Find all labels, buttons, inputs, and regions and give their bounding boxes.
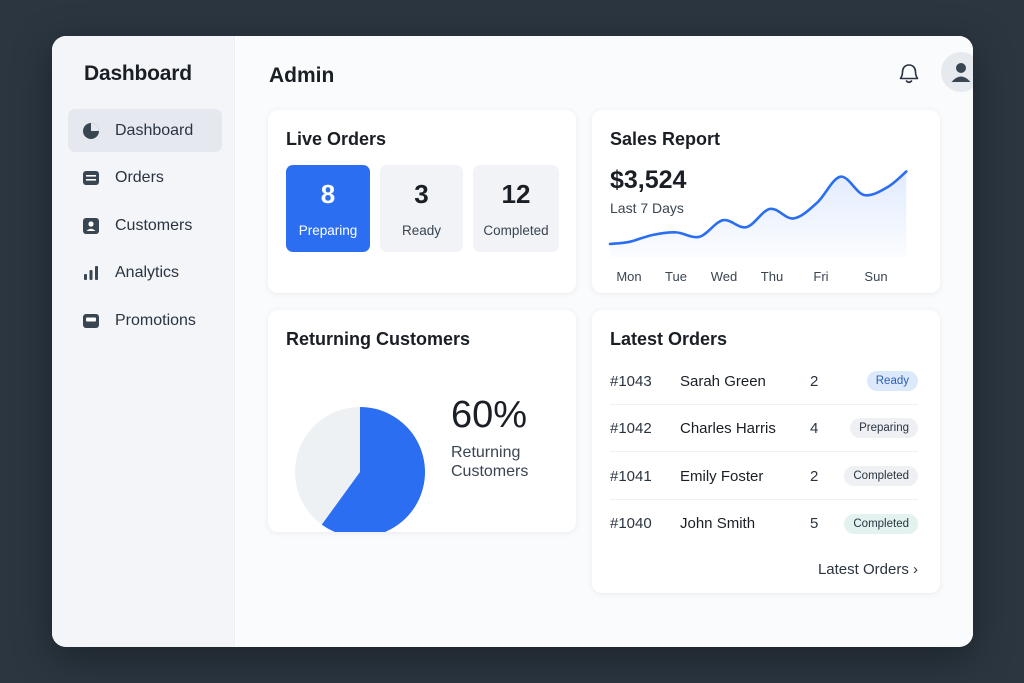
sales-report-card: Sales Report $3,524 Last 7 Days Mon Tue We… bbox=[592, 110, 940, 293]
tile-label: Completed bbox=[483, 223, 549, 238]
sidebar-item-label: Analytics bbox=[115, 264, 180, 281]
table-row[interactable]: #1042 Charles Harris 4 Preparing bbox=[610, 405, 918, 452]
x-tick-label: Fri bbox=[813, 269, 828, 284]
sales-period: Last 7 Days bbox=[610, 200, 684, 216]
card-title: Returning Customers bbox=[286, 329, 471, 349]
tile-completed[interactable]: 12 Completed bbox=[473, 165, 559, 252]
x-tick-label: Wed bbox=[711, 269, 738, 284]
order-qty: 2 bbox=[810, 372, 819, 390]
tile-count: 3 bbox=[414, 179, 429, 209]
live-orders-card: Live Orders 8 Preparing 3 Ready 12 Compl… bbox=[268, 110, 576, 293]
status-badge: Preparing bbox=[850, 418, 918, 438]
table-row[interactable]: #1041 Emily Foster 2 Completed bbox=[610, 453, 918, 500]
tag-icon bbox=[82, 312, 100, 330]
list-icon bbox=[82, 169, 100, 187]
table-row[interactable]: #1043 Sarah Green 2 Ready bbox=[610, 358, 918, 405]
returning-customers-card: Returning Customers 60% Returning Custom… bbox=[268, 310, 576, 532]
pie-slice-returning bbox=[321, 407, 425, 532]
sidebar-nav: Dashboard Orders Customers Analytics bbox=[68, 109, 222, 347]
sales-amount: $3,524 bbox=[610, 166, 687, 194]
tile-preparing[interactable]: 8 Preparing bbox=[286, 165, 370, 252]
brand-title: Dashboard bbox=[84, 62, 192, 85]
customer-name: Emily Foster bbox=[680, 467, 764, 485]
tile-label: Preparing bbox=[298, 223, 358, 238]
tile-count: 8 bbox=[320, 179, 336, 209]
x-tick-label: Sun bbox=[864, 269, 887, 284]
sales-area-fill bbox=[610, 171, 907, 257]
latest-orders-card: Latest Orders #1043 Sarah Green 2 Ready … bbox=[592, 310, 940, 593]
app-window: Dashboard Dashboard Orders Customers bbox=[52, 36, 973, 647]
bar-chart-icon bbox=[82, 264, 100, 282]
person-card-icon bbox=[82, 217, 100, 235]
card-title: Live Orders bbox=[286, 129, 387, 149]
sidebar-item-label: Dashboard bbox=[115, 121, 194, 139]
status-badge: Ready bbox=[866, 371, 918, 391]
customer-name: John Smith bbox=[680, 515, 756, 532]
sidebar-item-label: Orders bbox=[115, 169, 164, 186]
sidebar-item-analytics[interactable]: Analytics bbox=[68, 252, 222, 295]
sidebar-item-label: Customers bbox=[115, 216, 193, 234]
sales-series-line bbox=[608, 170, 908, 246]
order-id: #1043 bbox=[610, 372, 652, 390]
tile-count: 12 bbox=[501, 179, 531, 209]
user-avatar-icon[interactable] bbox=[941, 52, 973, 92]
order-qty: 4 bbox=[810, 419, 819, 437]
sidebar-item-orders[interactable]: Orders bbox=[68, 157, 222, 200]
bell-icon[interactable] bbox=[898, 62, 920, 86]
order-qty: 2 bbox=[810, 467, 819, 485]
returning-pie-chart bbox=[295, 407, 425, 532]
customer-name: Charles Harris bbox=[680, 419, 776, 437]
order-id: #1041 bbox=[610, 467, 652, 485]
pie-chart-icon bbox=[82, 122, 100, 140]
table-row[interactable]: #1040 John Smith 5 Completed bbox=[610, 500, 918, 547]
status-badge: Completed bbox=[844, 466, 918, 486]
x-tick-label: Thu bbox=[761, 269, 783, 284]
card-title: Latest Orders bbox=[610, 329, 728, 349]
tile-ready[interactable]: 3 Ready bbox=[380, 165, 463, 252]
customer-name: Sarah Green bbox=[680, 372, 766, 390]
page-title: Admin bbox=[269, 64, 335, 87]
order-id: #1042 bbox=[610, 419, 652, 437]
pie-slice-other bbox=[295, 407, 360, 525]
returning-percent: 60% bbox=[451, 394, 528, 436]
x-tick-label: Mon bbox=[616, 269, 641, 284]
sidebar-item-dashboard[interactable]: Dashboard bbox=[68, 109, 222, 152]
sidebar-item-promotions[interactable]: Promotions bbox=[68, 299, 222, 342]
view-all-orders-link[interactable]: Latest Orders › bbox=[817, 561, 918, 578]
sidebar: Dashboard Dashboard Orders Customers bbox=[52, 36, 235, 647]
card-title: Sales Report bbox=[610, 129, 721, 149]
sidebar-item-label: Promotions bbox=[115, 311, 196, 329]
returning-label: Returning Customers bbox=[451, 444, 529, 480]
status-badge: Completed bbox=[844, 513, 918, 534]
order-qty: 5 bbox=[810, 515, 819, 532]
order-id: #1040 bbox=[610, 515, 652, 532]
sidebar-item-customers[interactable]: Customers bbox=[68, 204, 222, 247]
x-tick-label: Tue bbox=[665, 269, 687, 284]
tile-label: Ready bbox=[401, 223, 442, 238]
sales-line-chart: Mon Tue Wed Thu Fri Sun bbox=[608, 170, 908, 284]
main-content: Admin Live Orders 8 Preparing 3 Ready 12 bbox=[236, 36, 973, 647]
